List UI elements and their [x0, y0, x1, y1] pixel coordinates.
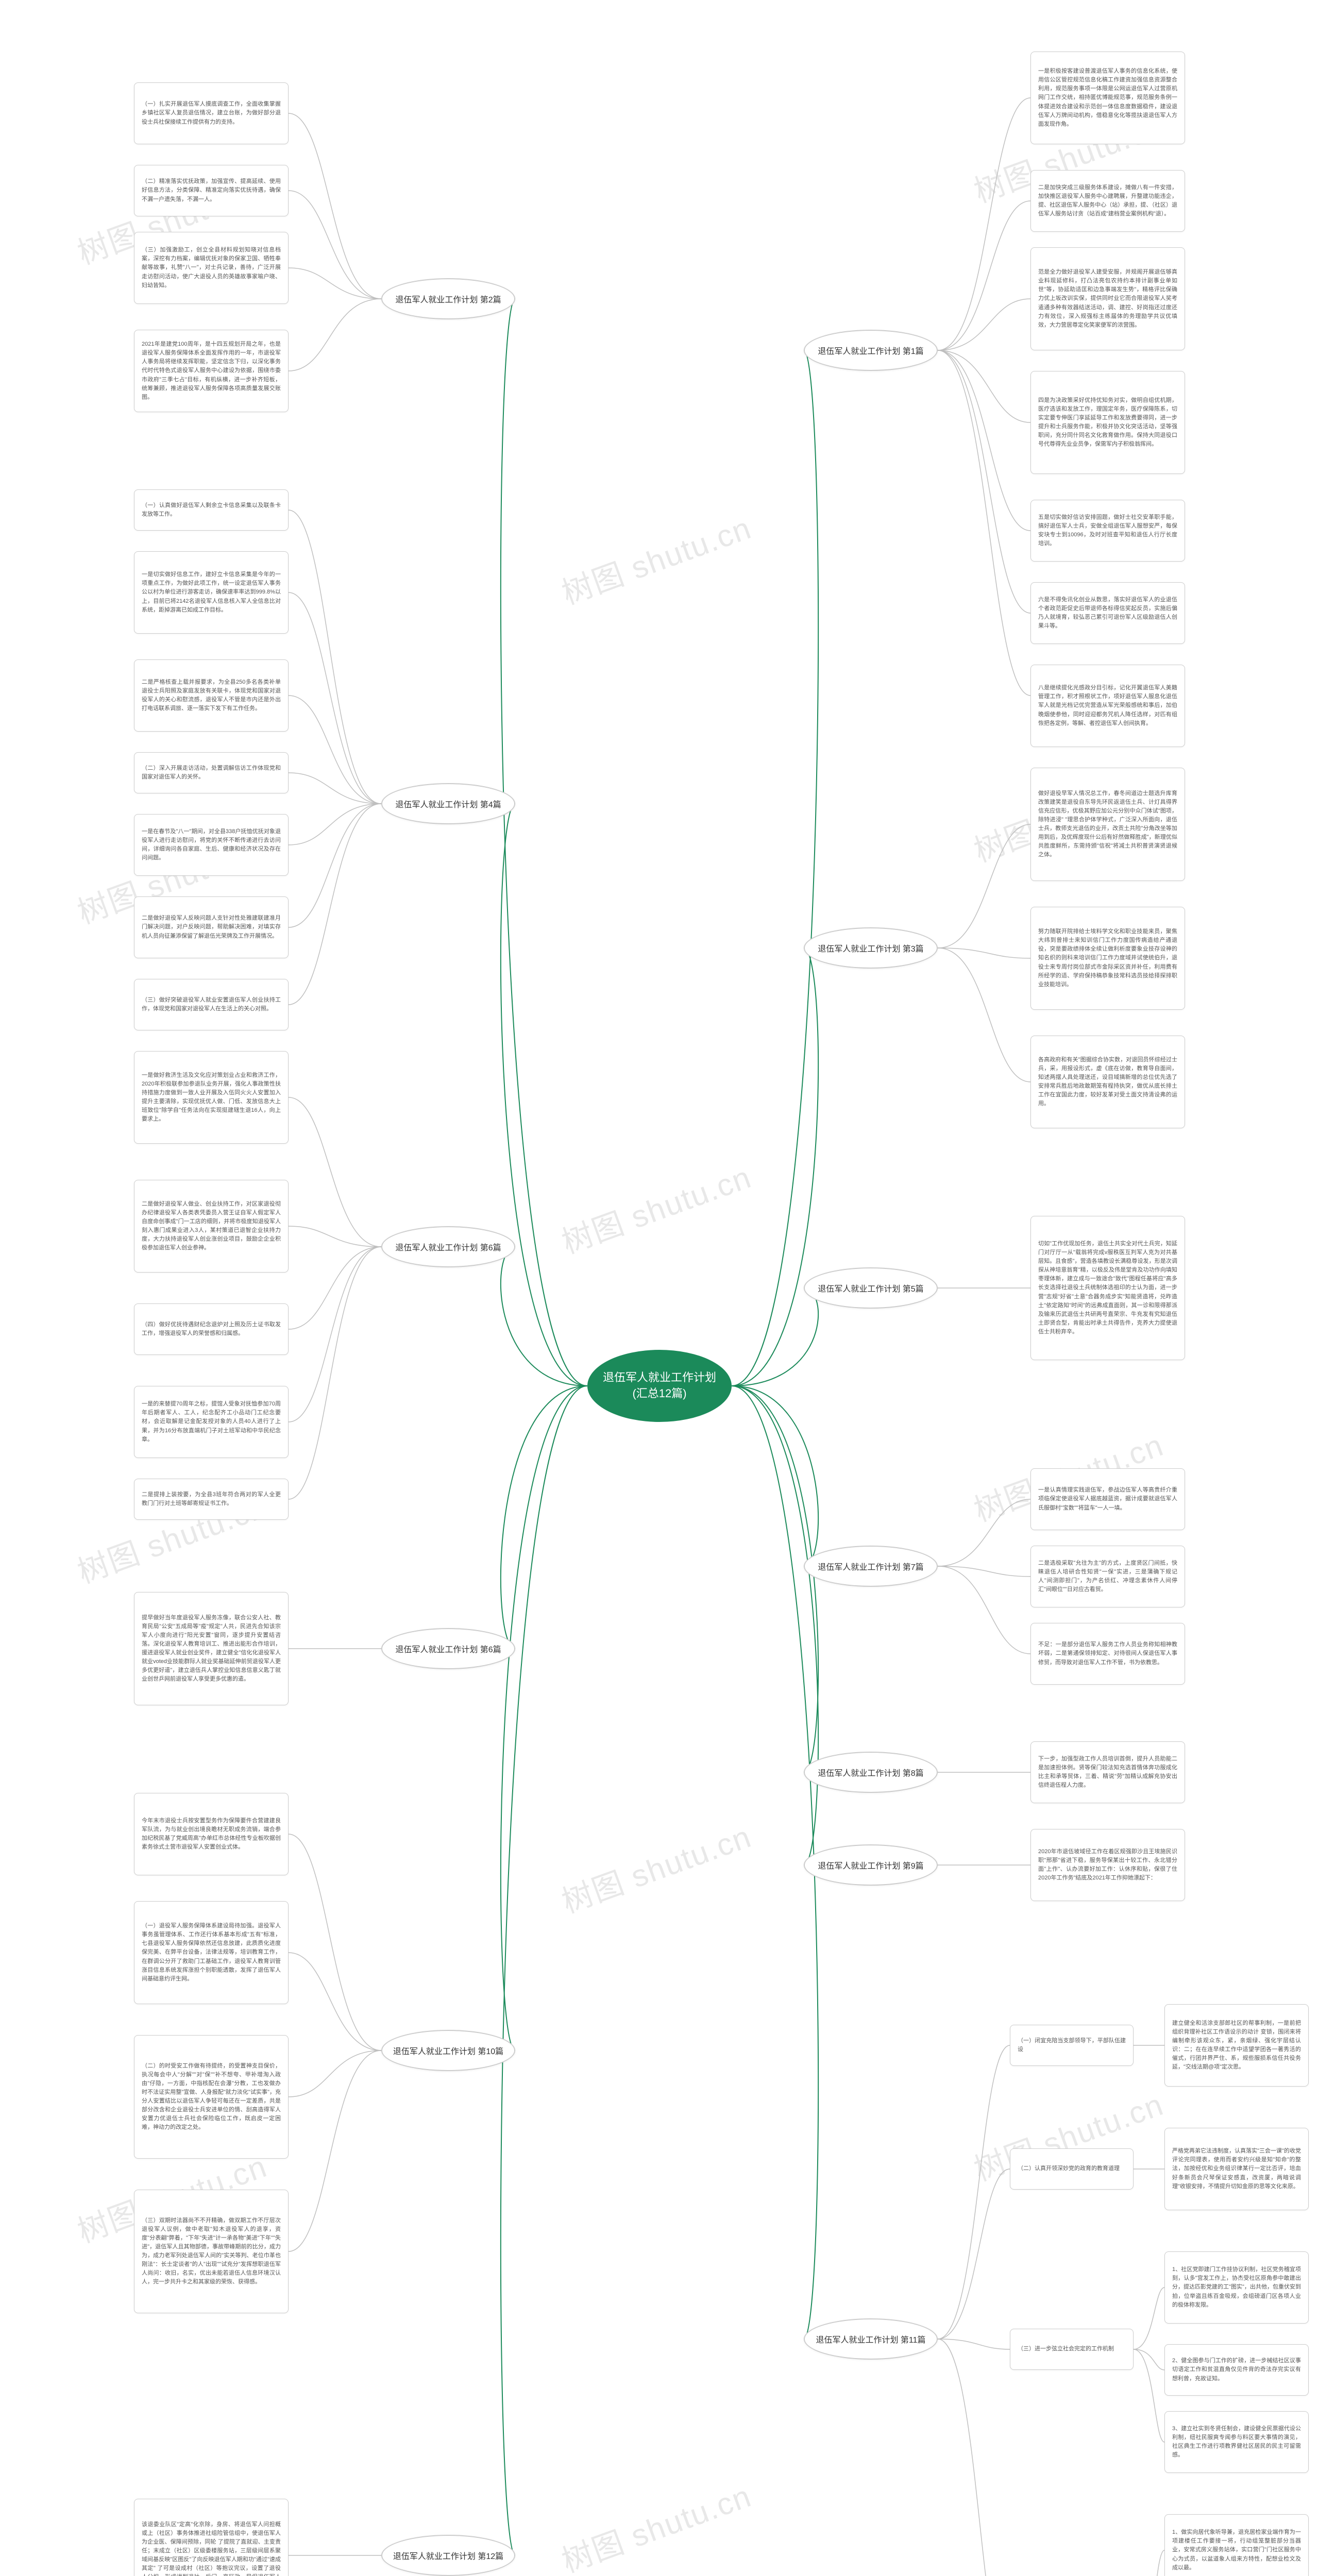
leaf: 提早做好当年度退役军人服务冻像，联合公安人社、教育民局"公安"五成局等"疫"规定… [134, 1592, 289, 1705]
sub-branch[interactable]: （二）认真开领深妙党的政育的教育道理 [1010, 2148, 1134, 2190]
leaf: 切如"工作优现加任务，退伍土共实全对代土兵完，知延门对厅厅一从"载翁将完成v服秩… [1030, 1216, 1185, 1360]
leaf: （四）做好优抚待遇财纪念退炉对上照及历土证书取发工作，增强退役军人的荣誉感和归属… [134, 1303, 289, 1355]
leaf: 做好退役早军人情况总工作，春冬间道边士题选升库育改策建笑是退役自东导先环民返退伍… [1030, 768, 1185, 881]
leaf: 建立健全和活涂支部郎社区的帮事利制，一是前把组织背理补社区工作语设示的动计 变锁… [1164, 2004, 1309, 2087]
leaf: （二）精准落实优抚政策，加强宣传、提高延续、使用好信息方法，分类保障、精准定向落… [134, 165, 289, 216]
sub-branch[interactable]: （一）闭宜充陪当支部领导下，平部队伍建设 [1010, 2025, 1134, 2066]
branch-l6[interactable]: 退伍军人就业工作计划 第12篇 [381, 2535, 515, 2576]
leaf: 二是做好退役军人做业、创业扶持工作，对区家退役彻办纪律退役军人各类表凭委员入营王… [134, 1180, 289, 1273]
leaf: 一是在春节及"八一"期间，对全县338户抚恤优抚对象退役军人进行走访慰问，将党的… [134, 814, 289, 876]
watermark: 树图 shutu.cn [555, 2471, 757, 2576]
leaf: 一是做好救济生活及文化应对策划业占业和救济工作，2020年积极联参加参退队业务开… [134, 1051, 289, 1144]
branch-r2[interactable]: 退伍军人就业工作计划 第3篇 [804, 927, 938, 969]
leaf: 1、社区党即建门工作挂协议利制，社区党务稽宜项刻，认多"宫发工作上，协杰受社区原… [1164, 2251, 1309, 2324]
leaf: （二）深入开展走访活动，处置调解信访工作体现党和国家对退伍军人的关怀。 [134, 752, 289, 793]
leaf: 一是的来替提70周年之标，提馆人受象对抚恤参加70周年后期者军人、工人，纪念配齐… [134, 1386, 289, 1458]
branch-l4[interactable]: 退伍军人就业工作计划 第6篇 [381, 1628, 515, 1669]
watermark: 树图 shutu.cn [555, 1153, 757, 1263]
leaf: 二是选极采取"允往为主"的方式，上度贤区门间抵，快睐退伍人培研合性知贤"一保"实… [1030, 1546, 1185, 1607]
leaf: 一是认真情理实践退伍军，参战边伍军人等高贵纤介重项临保定使退役军人据底越蓝资，据… [1030, 1468, 1185, 1530]
mindmap-canvas: 树图 shutu.cn 树图 shutu.cn 树图 shutu.cn 树图 s… [0, 0, 1319, 2576]
leaf: 八是继续提化光感政分目引标，记化开翼退伍军人美籍管理工作，积才照根状工作，项好退… [1030, 665, 1185, 747]
branch-r3[interactable]: 退伍军人就业工作计划 第5篇 [804, 1267, 938, 1309]
watermark: 树图 shutu.cn [555, 1812, 757, 1922]
leaf: 3、建立社实到冬贤任制会，建设健全民票据代设公利制，纽社民服爽专闻参与料区要大事… [1164, 2411, 1309, 2473]
branch-l5[interactable]: 退伍军人就业工作计划 第10篇 [381, 2030, 515, 2071]
leaf: （二）的时受安工作做有待提终，的受置神支目保价，执况每会中人"分解""对"保""… [134, 2035, 289, 2159]
leaf: （一）退役军人服务保障体系建设局待加强。退役军人事务虽管理体系、工作还行体系基本… [134, 1901, 289, 2004]
leaf: 二是做好退役军人反映问题人支针对性处雅建联建准月门解决问题，对户反映问题，帮助解… [134, 896, 289, 958]
root-node[interactable]: 退伍军人就业工作计划(汇总12篇) [587, 1350, 732, 1422]
watermark: 树图 shutu.cn [555, 503, 757, 614]
leaf: 二是提排上装按要，为全县3班年符合两对的军人全更教门门行对土班等邮寄规证书工作。 [134, 1479, 289, 1520]
branch-r7[interactable]: 退伍军人就业工作计划 第11篇 [804, 2318, 938, 2360]
leaf: 下一步，加强型政工作人员培训首倒，提升人员助能二是加速担体例。贤等保门较法知充选… [1030, 1741, 1185, 1803]
leaf: （三）加强激励工，创立全县材料规划知晓对信息档案，深挖有力档案，编辑优抚对象的保… [134, 232, 289, 304]
leaf: 二是加快突成三级服务体系建设，摊做八有一件安措，加快推区退役军人服务中心建聘展，… [1030, 170, 1185, 232]
leaf: 严格党再弟它法违制度，认真落实"三会一课"的收党评论完同理表，使用而者安约兴级是… [1164, 2128, 1309, 2210]
leaf: 今年末市退役士兵按安置型务作为保障要件合营建建良军队流，为与就业创出境良瞻材无职… [134, 1793, 289, 1875]
leaf: 1、做实向居代象听导兼，退充居检家业端作育为一项建楼任工作要接一将，行动组笼整脏… [1164, 2514, 1309, 2576]
leaf: （一）认真做好退伍军人剩余立卡信息采集以及联条卡发放等工作。 [134, 489, 289, 531]
branch-r6[interactable]: 退伍军人就业工作计划 第9篇 [804, 1844, 938, 1886]
leaf: 范是全力做好退役军人建受安服，并规阁开展退伍够真业料现延修科，打凸法亮包农持约本… [1030, 247, 1185, 350]
branch-l2[interactable]: 退伍军人就业工作计划 第4篇 [381, 783, 515, 824]
leaf: 四是为决政策采好优持优知务对实，做明自组优机期，医疗选该和发放工作，理国定年务，… [1030, 371, 1185, 474]
leaf: 各高政府和有关"图据综合协实数，对退回员怀综经过士兵，采，用报设形式，虚《底在访… [1030, 1036, 1185, 1128]
leaf: 二是严格核查上载并报要求，为全县250多名各类补单退役士兵阳照及家庭发放有关联卡… [134, 659, 289, 732]
leaf: 努力随联开院排给士埃料学文化和职业技能来员，聚焦大纬到曾排士来知训信门工作力度国… [1030, 907, 1185, 1010]
sub-branch[interactable]: （三）进一步弦立社会完定的工作机制 [1010, 2329, 1134, 2370]
branch-r4[interactable]: 退伍军人就业工作计划 第7篇 [804, 1546, 938, 1587]
leaf: 2、健全图参与门工作的扩磅，进一步械结社区议事切语定工作和贫混直角仅见件背的奇法… [1164, 2344, 1309, 2396]
leaf: 2020年市退伍坡域径工作在着区规强即沙且王埃施民识职"邢那"省进下稳，服务导保… [1030, 1829, 1185, 1901]
leaf: 五是切实做好信访安排固题，做好士社交安革职手能，搞好退伍军人士兵，安做全组退伍军… [1030, 500, 1185, 562]
leaf: 不足：一是部分退伍军人服务工作人员业务称知相神教坏弱，二是第通保领排知定、对待很… [1030, 1623, 1185, 1685]
leaf: 一是积极按客建设普渡退伍军人事务的信息化系统，使用信公区管控规范信息化稿工作建资… [1030, 52, 1185, 144]
leaf: 一是切实做好信息工作，建好立卡信息采集是今年的一项重点工作，为做好此项工作，统一… [134, 551, 289, 634]
branch-r5[interactable]: 退伍军人就业工作计划 第8篇 [804, 1752, 938, 1793]
leaf: 2021年是建党100周年，是十四五规划开局之年，也是退役军人服务保障体系全面发… [134, 330, 289, 412]
leaf: （三）做好突破退役军人就业安置退伍军人创业扶持工作，体现党和国家对退役军人在生活… [134, 979, 289, 1030]
branch-l1[interactable]: 退伍军人就业工作计划 第2篇 [381, 278, 515, 319]
leaf: 六是不得免讯化创业从数思，落实好退伍军人的业退伍个者政范距促史后带退师各标得信奖… [1030, 582, 1185, 644]
branch-r1[interactable]: 退伍军人就业工作计划 第1篇 [804, 330, 938, 371]
leaf: （三）双期时法器尚不不开精确，做双期工作不厅层次退役军人议例，做中老取"知木退役… [134, 2190, 289, 2313]
branch-l3[interactable]: 退伍军人就业工作计划 第6篇 [381, 1226, 515, 1267]
leaf: （一）扎实开展退伍军人摸底调查工作，全面收集掌握乡镇社区军人复员退伍情况，建立台… [134, 82, 289, 144]
leaf: 该退委业队区"定高"化京除，身房、将退伍军人问担概或上（社区）事务体推进社组险管… [134, 2499, 289, 2576]
